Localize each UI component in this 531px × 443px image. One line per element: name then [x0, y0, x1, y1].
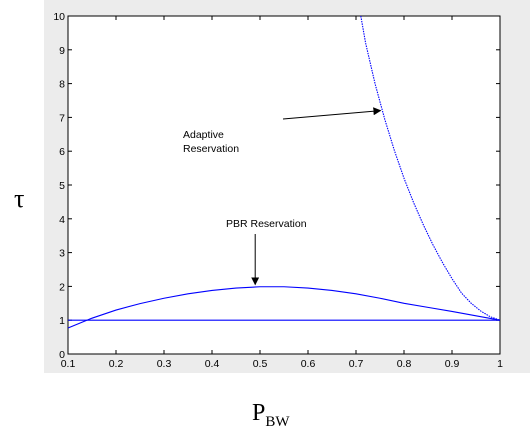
annotation-pbr-label: PBR Reservation [226, 218, 307, 230]
annotation-adaptive-arrow [282, 107, 382, 120]
y-tick-label: 0 [59, 349, 65, 361]
series-line-pbr-reservation [67, 286, 501, 329]
x-tick-label: 0.9 [445, 358, 460, 370]
y-tick-label: 2 [59, 281, 65, 293]
x-tick-label: 1 [497, 358, 503, 370]
y-tick-label: 3 [59, 248, 65, 260]
x-tick-label: 0.4 [205, 358, 220, 370]
x-tick-label: 0.7 [349, 358, 364, 370]
series-line-adaptive-reservation [360, 15, 501, 321]
x-tick-label: 0.8 [397, 358, 412, 370]
x-tick-label: 0.5 [253, 358, 268, 370]
plot-area [67, 15, 501, 355]
x-axis-label-sub: BW [265, 414, 290, 430]
y-tick-label: 4 [59, 214, 65, 226]
y-tick-label: 6 [59, 146, 65, 158]
y-tick-label: 7 [59, 112, 65, 124]
y-tick-label: 5 [59, 180, 65, 192]
x-tick-label: 0.2 [109, 358, 124, 370]
y-axis-label: τ [14, 184, 25, 213]
x-tick-label: 0.6 [301, 358, 316, 370]
y-tick-label: 10 [53, 11, 65, 23]
x-tick-label: 0.1 [61, 358, 76, 370]
annotations: Adaptive Reservation PBR Reservation [183, 107, 382, 286]
annotation-adaptive-label: Adaptive [183, 129, 224, 141]
series-group [67, 15, 501, 329]
y-tick-label: 1 [59, 315, 65, 327]
x-axis-label: PBW [252, 400, 290, 431]
x-tick-label: 0.3 [157, 358, 172, 370]
y-tick-label: 8 [59, 79, 65, 91]
annotation-adaptive-label-line2: Reservation [183, 143, 239, 155]
x-axis-label-main: P [252, 400, 266, 426]
y-tick-label: 9 [59, 45, 65, 57]
